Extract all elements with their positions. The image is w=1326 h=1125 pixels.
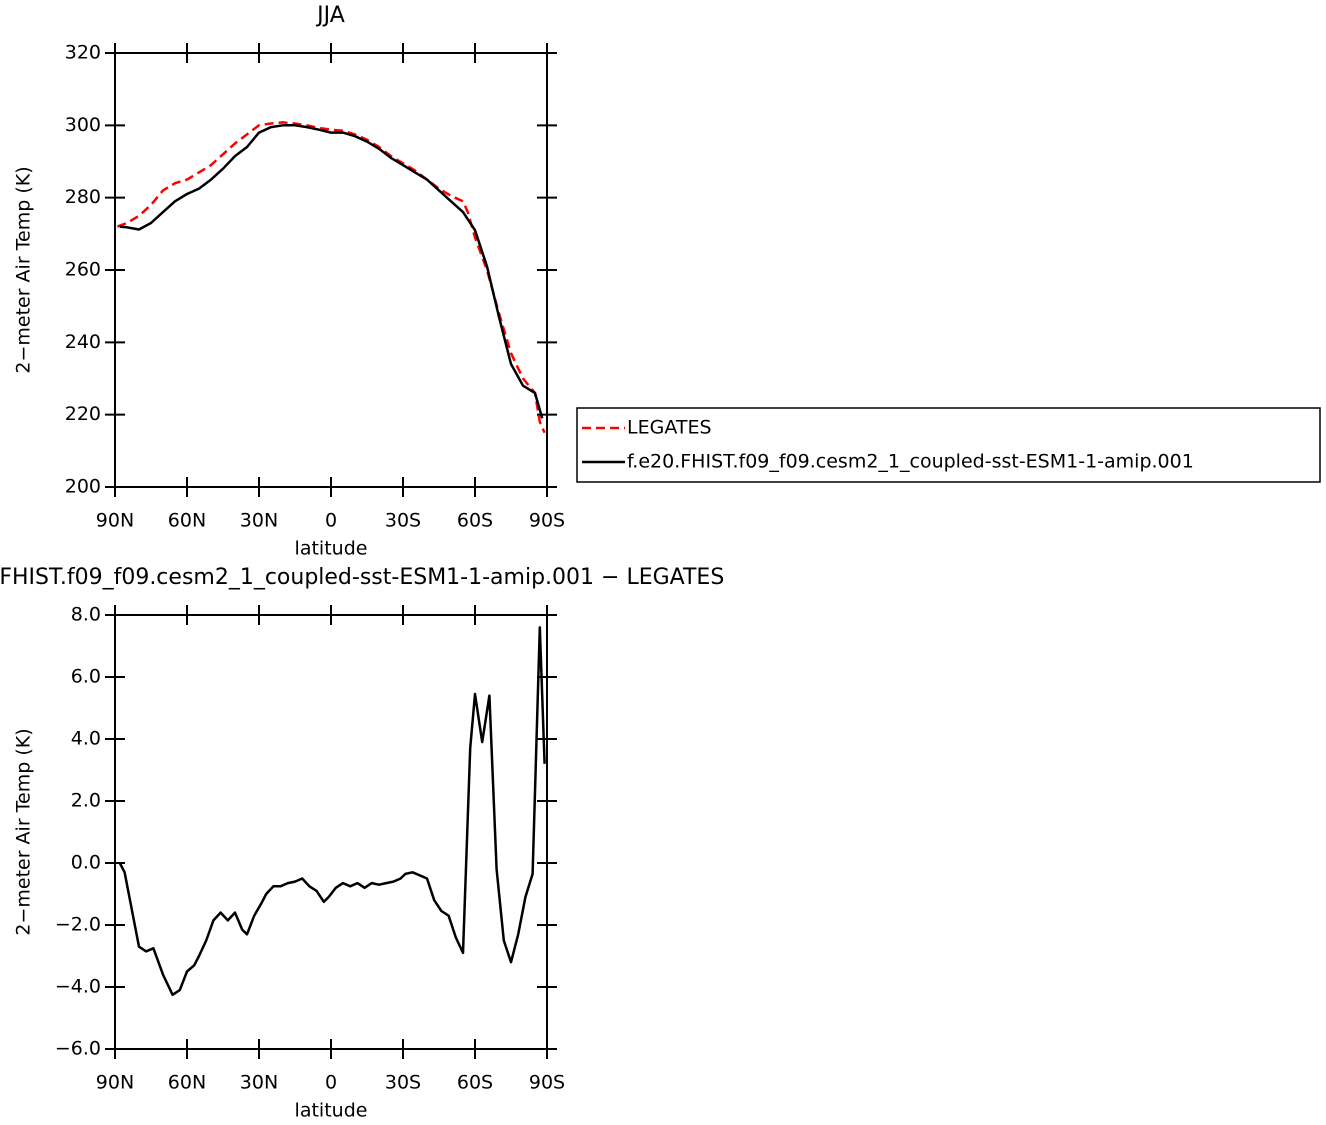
y-tick-label: 240 (65, 331, 101, 353)
y-tick-label: −4.0 (55, 976, 101, 998)
y-tick-label: 300 (65, 114, 101, 136)
x-tick-label: 30N (240, 1072, 278, 1094)
y-tick-label: 8.0 (71, 604, 101, 626)
x-tick-label: 0 (325, 1072, 337, 1094)
x-tick-label: 30S (385, 1072, 421, 1094)
chart-title: f.e20.FHIST.f09_f09.cesm2_1_coupled-sst-… (0, 565, 724, 590)
y-tick-label: 0.0 (71, 852, 101, 874)
x-axis-label: latitude (295, 538, 368, 560)
plot-frame (114, 614, 548, 1050)
chart-title: JJA (315, 3, 345, 28)
y-tick-label: 6.0 (71, 666, 101, 688)
x-tick-label: 0 (325, 510, 337, 532)
x-tick-label: 90S (529, 1072, 565, 1094)
legend-label: LEGATES (627, 417, 712, 439)
line-series (119, 124, 544, 419)
x-axis-label: latitude (295, 1100, 368, 1122)
legend-label: f.e20.FHIST.f09_f09.cesm2_1_coupled-sst-… (627, 451, 1194, 473)
y-axis-label: 2−meter Air Temp (K) (13, 166, 35, 373)
x-tick-label: 60S (457, 1072, 493, 1094)
line-series (118, 626, 546, 997)
y-tick-label: 220 (65, 403, 101, 425)
y-tick-label: 280 (65, 186, 101, 208)
x-tick-label: 90S (529, 510, 565, 532)
y-tick-label: 320 (65, 42, 101, 64)
y-axis-label: 2−meter Air Temp (K) (13, 728, 35, 935)
line-series (116, 121, 546, 434)
x-tick-label: 90N (96, 510, 134, 532)
y-tick-label: 4.0 (71, 728, 101, 750)
y-tick-label: −2.0 (55, 914, 101, 936)
y-tick-label: 200 (65, 476, 101, 498)
y-tick-label: 2.0 (71, 790, 101, 812)
x-tick-label: 30S (385, 510, 421, 532)
y-tick-label: −6.0 (55, 1038, 101, 1060)
x-tick-label: 60N (168, 510, 206, 532)
y-tick-label: 260 (65, 259, 101, 281)
x-tick-label: 60S (457, 510, 493, 532)
x-tick-label: 30N (240, 510, 278, 532)
legend-box (576, 407, 1321, 483)
x-tick-label: 60N (168, 1072, 206, 1094)
plot-frame (114, 52, 548, 488)
x-tick-label: 90N (96, 1072, 134, 1094)
